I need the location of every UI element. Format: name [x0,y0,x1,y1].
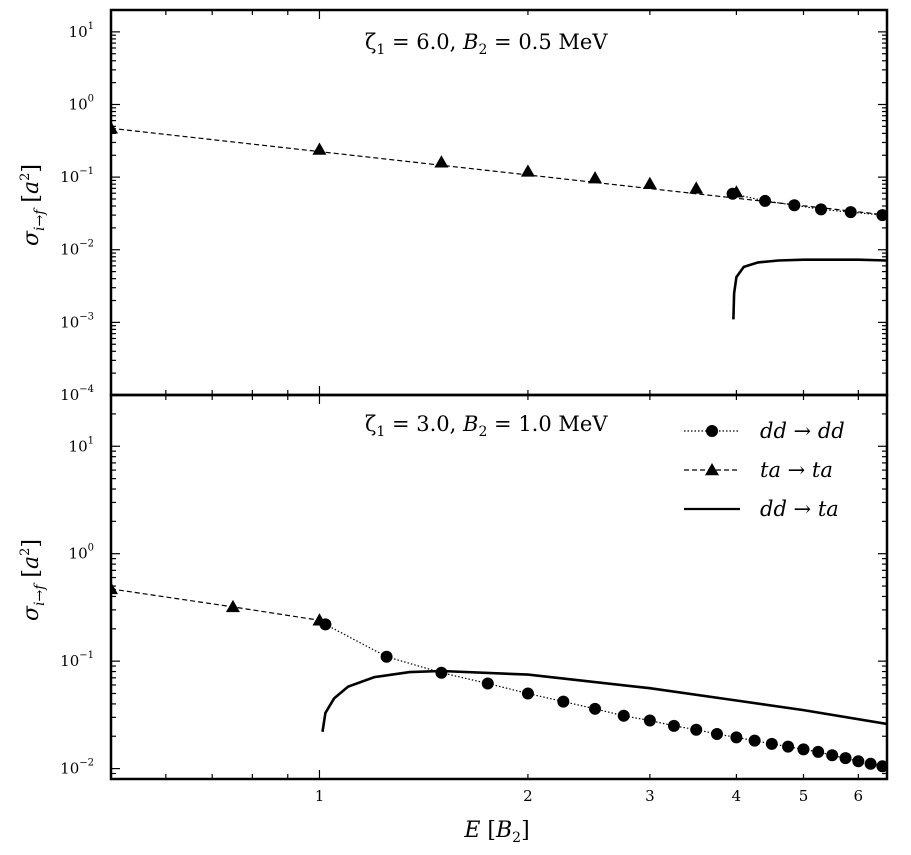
bottom-point-dd-to-dd [710,727,723,740]
bottom-point-dd-to-dd [852,755,865,768]
top-point-ta-to-ta [434,155,449,168]
bottom-point-dd-to-dd [557,695,570,708]
bottom-point-dd-to-dd [730,731,743,744]
top-y-tick-label: 10−1 [60,166,94,186]
x-tick-label: 3 [645,787,655,805]
top-point-ta-to-ta [588,171,603,184]
bottom-y-tick-label: 101 [69,435,94,455]
top-y-tick-label: 10−3 [60,311,94,331]
bottom-point-dd-to-dd [667,719,680,732]
bottom-point-dd-to-dd [521,687,534,700]
top-point-ta-to-ta [111,121,118,134]
bottom-panel-y-axis-title: σi→f [a2] [18,539,48,621]
bottom-y-tick-label: 100 [69,543,94,563]
legend-label: dd → ta [760,497,839,521]
top-y-tick-label: 10−2 [60,239,94,259]
bottom-point-dd-to-dd [617,709,630,722]
top-point-dd-to-dd [844,206,857,219]
bottom-point-dd-to-dd [812,745,825,758]
bottom-point-dd-to-dd [748,734,761,747]
bottom-y-tick-label: 10−1 [60,650,94,670]
bottom-point-dd-to-dd [481,677,494,690]
top-point-ta-to-ta [689,181,704,194]
bottom-point-dd-to-dd [643,714,656,727]
bottom-point-dd-to-dd [864,757,877,770]
x-tick-label: 5 [799,787,809,805]
bottom-point-dd-to-dd [839,752,852,765]
top-point-dd-to-dd [788,199,801,212]
bottom-panel-annotation: ζ1 = 3.0, B2 = 1.0 MeV [365,412,608,440]
top-panel-ticks: 101 100 10−1 10−2 10−3 10−4 [60,9,887,404]
bottom-panel-series [111,581,887,773]
top-series-line-ta-to-ta [111,127,887,216]
bottom-point-dd-to-dd [876,760,887,773]
top-point-ta-to-ta [642,176,657,190]
top-point-dd-to-dd [876,209,887,222]
top-point-dd-to-dd [815,203,828,216]
bottom-point-ta-to-ta [312,613,327,626]
bottom-point-ta-to-ta [111,581,118,595]
legend-label: dd → dd [760,419,845,443]
bottom-series-line-dd-to-dd [325,623,883,767]
top-point-ta-to-ta [729,185,744,198]
legend-label: ta → ta [760,458,833,482]
bottom-point-dd-to-dd [435,666,448,679]
x-tick-label: 1 [315,787,325,805]
top-panel-y-axis-title: σi→f [a2] [18,164,48,246]
top-point-ta-to-ta [312,142,327,155]
bottom-series-line-ta-to-ta [111,588,320,621]
top-y-tick-label: 10−4 [60,384,94,404]
top-y-tick-label: 100 [69,93,94,113]
bottom-panel-ticks: 101 100 10−1 10−2 1 2 3 4 5 6 [60,394,887,805]
legend-marker-circle [706,425,718,437]
bottom-point-dd-to-dd [690,723,703,736]
bottom-point-dd-to-dd [589,702,602,715]
bottom-point-dd-to-dd [765,737,778,750]
bottom-series-line-dd-to-ta [321,669,887,732]
top-panel-series [111,121,887,320]
top-series-line-dd-to-ta [732,258,887,320]
legend: dd → dd ta → ta dd → ta [684,419,845,521]
bottom-point-dd-to-dd [380,650,393,663]
x-tick-label: 2 [523,787,533,805]
bottom-panel: 101 100 10−1 10−2 1 2 3 4 5 6 ζ1 = 3.0, B2 = 1.0 … [18,393,889,805]
top-panel-annotation: ζ1 = 6.0, B2 = 0.5 MeV [365,30,608,58]
bottom-point-dd-to-dd [782,740,795,753]
bottom-point-ta-to-ta [225,599,240,613]
x-tick-label: 4 [732,787,742,805]
bottom-point-dd-to-dd [797,743,810,756]
bottom-y-tick-label: 10−2 [60,758,94,778]
bottom-panel-frame [109,393,889,781]
x-tick-label: 6 [854,787,864,805]
x-axis-title: E [B2] [463,818,529,846]
top-point-ta-to-ta [520,164,535,177]
bottom-point-dd-to-dd [826,749,839,762]
top-panel: 101 100 10−1 10−2 10−3 10−4 ζ1 = 6.0, B2 = 0.… [18,8,889,404]
legend-marker-triangle [705,463,719,476]
top-y-tick-label: 101 [69,21,94,41]
